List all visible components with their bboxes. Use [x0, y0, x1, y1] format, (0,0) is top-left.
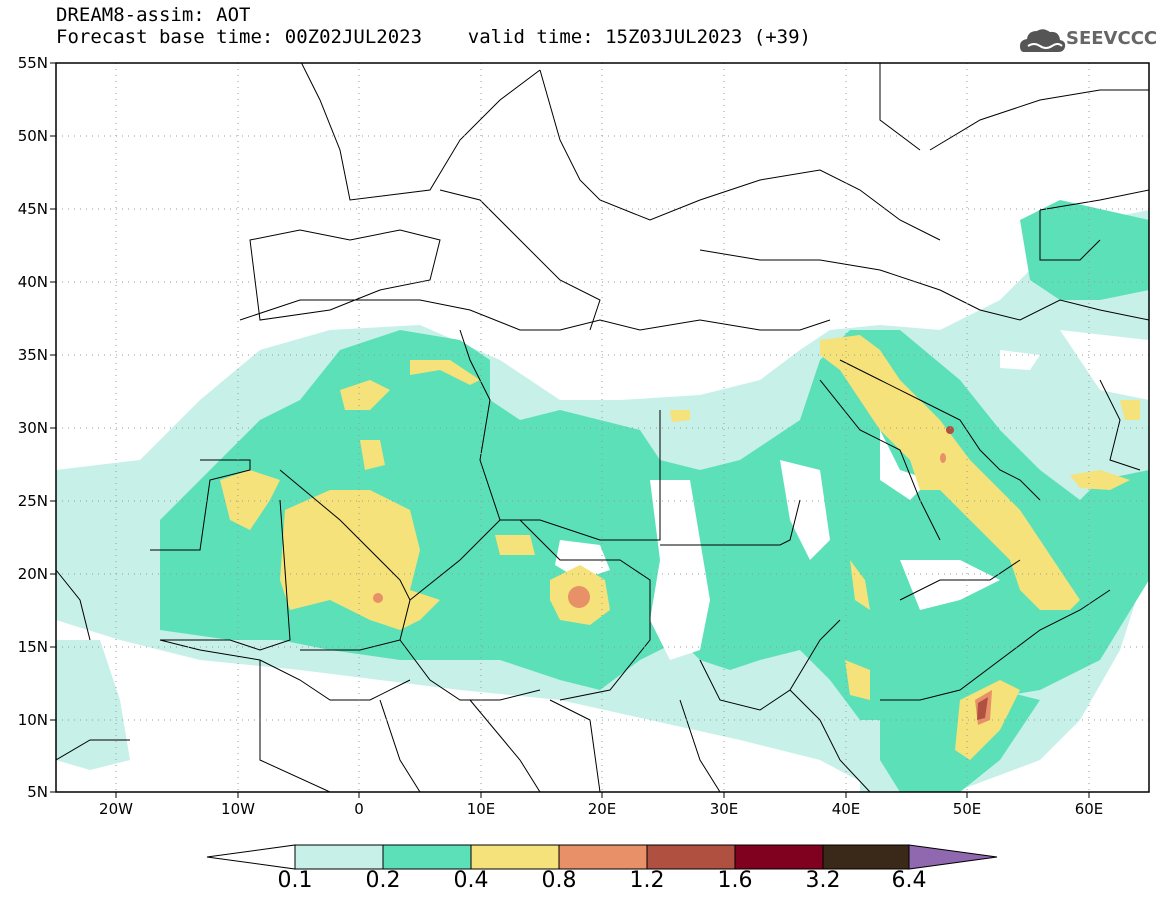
lat-label: 25N — [17, 492, 48, 510]
grid-lines — [56, 63, 1149, 792]
colorbar-swatch-0.4 — [470, 844, 560, 870]
lon-label: 60E — [1074, 800, 1104, 818]
lon-label: 30E — [709, 800, 739, 818]
colorbar-label: 0.1 — [277, 868, 313, 893]
lon-label: 10E — [466, 800, 496, 818]
forecast-time-info: Forecast base time: 00Z02JUL2023 valid t… — [56, 26, 811, 48]
colorbar-swatch-1.6 — [734, 844, 824, 870]
aot-level-1.2-region — [946, 426, 988, 720]
colorbar-label: 3.2 — [805, 868, 841, 893]
lat-label: 50N — [17, 127, 48, 145]
colorbar-label: 0.2 — [365, 868, 401, 893]
colorbar — [206, 844, 998, 870]
lon-label: 40E — [831, 800, 861, 818]
map-title: DREAM8-assim: AOT — [56, 4, 251, 26]
colorbar-swatch-0.8 — [558, 844, 648, 870]
country-borders — [56, 63, 1149, 792]
lon-label: 50E — [952, 800, 982, 818]
cloud-icon — [1020, 29, 1066, 52]
colorbar-label: 6.4 — [891, 868, 927, 893]
lat-label: 35N — [17, 346, 48, 364]
aot-level-0.4-region — [220, 335, 1140, 760]
colorbar-low-arrow — [206, 844, 296, 870]
logo-text: SEEVCCC — [1066, 28, 1158, 49]
colorbar-label: 1.6 — [717, 868, 753, 893]
lon-label: 20E — [587, 800, 617, 818]
lat-label: 45N — [17, 200, 48, 218]
colorbar-high-arrow — [908, 844, 998, 870]
lat-label: 30N — [17, 419, 48, 437]
lat-label: 20N — [17, 565, 48, 583]
colorbar-swatch-0.1 — [294, 844, 384, 870]
colorbar-label: 0.8 — [541, 868, 577, 893]
clear-sky-region — [555, 330, 1149, 660]
colorbar-swatch-0.2 — [382, 844, 472, 870]
colorbar-swatch-1.2 — [646, 844, 736, 870]
lon-label: 10W — [221, 800, 255, 818]
lat-label: 5N — [27, 783, 48, 801]
lat-label: 55N — [17, 54, 48, 72]
colorbar-label: 1.2 — [629, 868, 665, 893]
lon-label: 20W — [99, 800, 133, 818]
lon-label: 0 — [354, 800, 364, 818]
lat-label: 40N — [17, 273, 48, 291]
colorbar-swatch-3.2 — [822, 844, 910, 870]
axis-ticks — [50, 62, 1090, 798]
colorbar-label: 0.4 — [453, 868, 489, 893]
lat-label: 15N — [17, 638, 48, 656]
lat-label: 10N — [17, 711, 48, 729]
